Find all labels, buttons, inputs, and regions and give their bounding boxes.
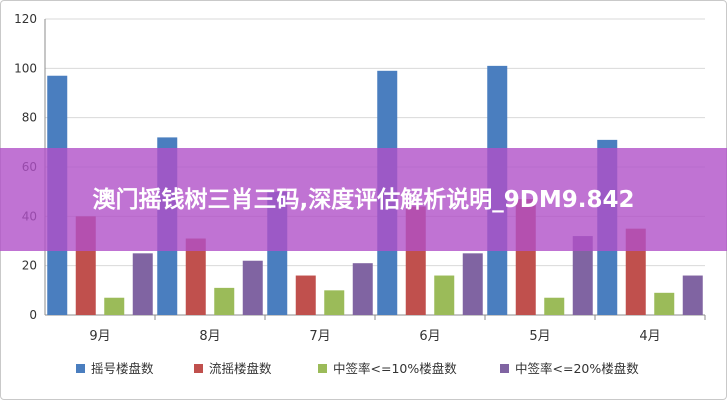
bar <box>185 238 206 315</box>
x-tick-label: 4月 <box>639 329 660 344</box>
y-tick-label: 0 <box>29 308 37 322</box>
y-tick-label: 20 <box>22 259 37 273</box>
legend-swatch <box>500 364 509 373</box>
legend-label: 摇号楼盘数 <box>91 361 154 376</box>
title-banner: 澳门摇钱树三肖三码,深度评估解析说明_9DM9.842 <box>0 148 727 251</box>
bar <box>544 297 565 315</box>
bar <box>104 297 125 315</box>
bar <box>682 275 703 315</box>
bar <box>654 292 675 315</box>
legend-label: 中签率<=10%楼盘数 <box>333 361 457 376</box>
x-tick-label: 9月 <box>89 329 110 344</box>
legend-label: 流摇楼盘数 <box>209 361 272 376</box>
x-tick-label: 5月 <box>529 329 550 344</box>
legend-swatch <box>318 364 327 373</box>
legend-swatch <box>76 364 85 373</box>
bar <box>434 275 455 315</box>
bar <box>352 263 373 315</box>
legend-swatch <box>194 364 203 373</box>
x-tick-label: 6月 <box>419 329 440 344</box>
y-tick-label: 80 <box>22 111 37 125</box>
bar <box>295 275 316 315</box>
bar <box>324 290 345 315</box>
bar <box>242 260 263 315</box>
x-tick-label: 7月 <box>309 329 330 344</box>
bar <box>572 236 593 315</box>
bar <box>132 253 153 315</box>
banner-title: 澳门摇钱树三肖三码,深度评估解析说明_9DM9.842 <box>92 186 635 213</box>
y-tick-label: 100 <box>14 61 37 75</box>
y-tick-label: 120 <box>14 12 37 26</box>
legend-label: 中签率<=20%楼盘数 <box>515 361 639 376</box>
x-tick-label: 8月 <box>199 329 220 344</box>
bar <box>214 287 235 315</box>
bar <box>462 253 483 315</box>
